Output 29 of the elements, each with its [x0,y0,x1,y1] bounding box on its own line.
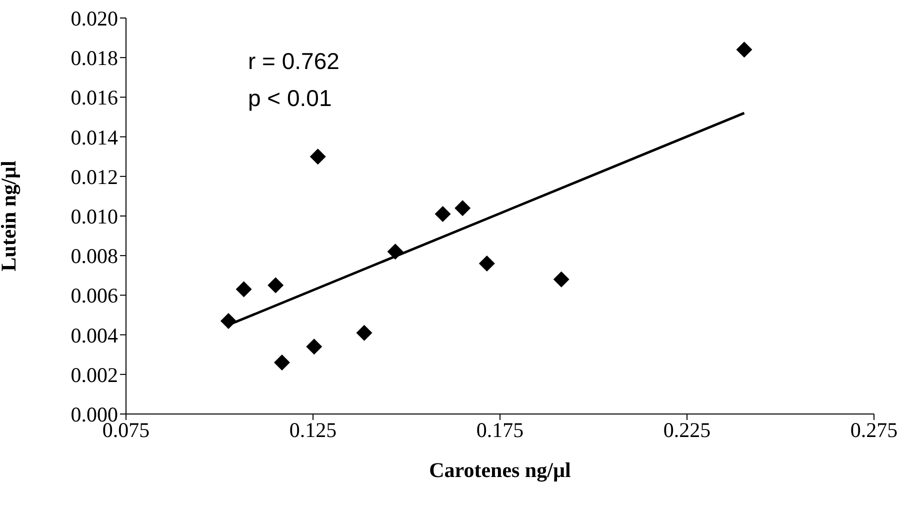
y-tick-label: 0.018 [70,46,118,70]
point [236,281,252,298]
annotation: r = 0.762 [248,48,340,75]
point [434,206,451,222]
y-tick-label: 0.006 [70,284,118,308]
annotation: p < 0.01 [248,85,332,112]
y-tick-label: 0.008 [70,244,118,268]
y-axis-title: Lutein ng/µl [0,160,20,272]
x-tick-label: 0.225 [663,418,711,442]
point [478,256,495,272]
point [736,42,752,58]
point [356,324,372,341]
y-tick-label: 0.020 [70,6,118,30]
point [274,354,290,371]
point [310,148,326,165]
x-axis-title: Carotenes ng/µl [429,458,572,482]
x-tick-label: 0.125 [289,418,337,442]
y-tick-label: 0.012 [70,164,118,189]
y-tick-label: 0.014 [70,125,118,150]
point [306,338,322,355]
point [553,271,570,288]
point [268,277,284,294]
point [454,200,471,216]
y-tick-label: 0.010 [70,204,118,228]
x-tick-label: 0.175 [476,418,524,442]
y-tick-label: 0.016 [70,86,118,110]
y-tick-label: 0.004 [70,323,118,348]
y-tick-label: 0.002 [70,362,118,387]
x-tick-label: 0.275 [850,418,898,442]
